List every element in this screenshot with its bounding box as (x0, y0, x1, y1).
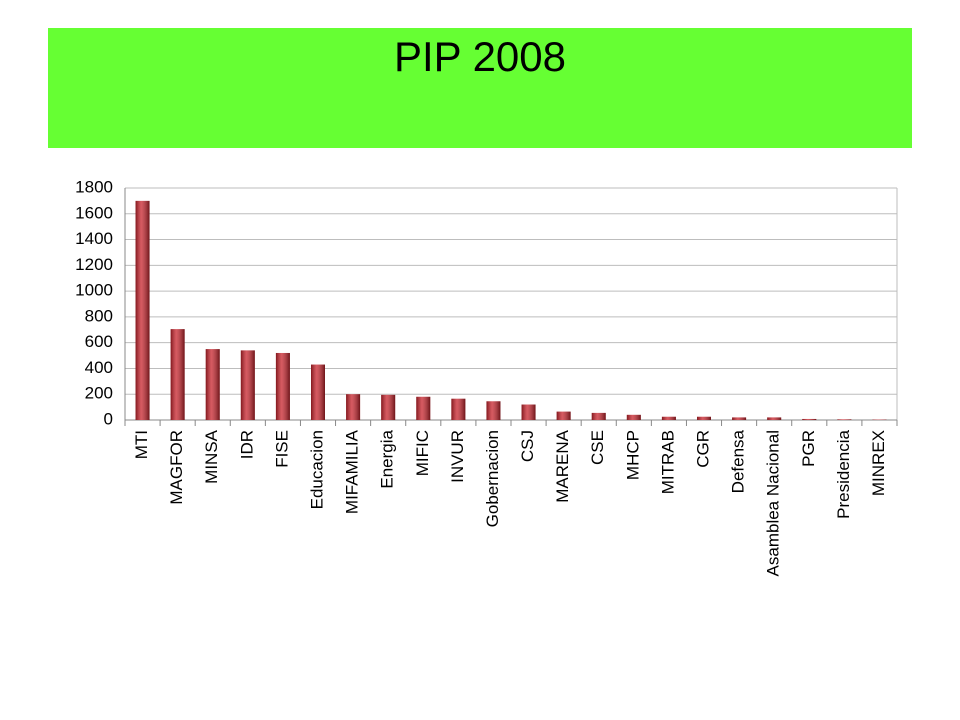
x-tick-label: MIFIC (413, 430, 432, 476)
x-tick-label: CGR (693, 430, 712, 468)
y-tick-label: 600 (85, 332, 113, 351)
x-tick-label: IDR (237, 430, 256, 459)
bar-shade (205, 349, 220, 420)
bar-shade (381, 394, 396, 420)
bar-shade (311, 364, 325, 420)
y-tick-label: 400 (85, 358, 113, 377)
x-tick-label: Defensa (729, 429, 748, 493)
bar-shade (486, 401, 501, 420)
y-tick-label: 1200 (75, 255, 113, 274)
x-tick-label: Educacion (307, 430, 326, 509)
x-tick-label: CSJ (518, 430, 537, 462)
bar-shade (135, 200, 150, 420)
bar-shade (802, 418, 817, 420)
bar-shade (591, 412, 606, 420)
bar-shade (451, 398, 466, 420)
y-tick-label: 200 (85, 384, 113, 403)
x-tick-label: MINREX (869, 430, 888, 496)
x-tick-label: INVUR (448, 430, 467, 483)
bar-shade (697, 416, 711, 420)
y-tick-label: 1400 (75, 229, 113, 248)
x-tick-label: MHCP (623, 430, 642, 480)
y-tick-label: 0 (104, 409, 113, 428)
bar-shade (556, 411, 571, 420)
x-tick-label: Gobernacion (483, 430, 502, 527)
y-tick-label: 800 (85, 306, 113, 325)
x-tick-label: PGR (799, 430, 818, 467)
x-tick-label: CSE (588, 430, 607, 465)
x-tick-label: FISE (272, 430, 291, 468)
x-tick-label: MIFAMILIA (343, 429, 362, 514)
bar-shade (521, 404, 536, 420)
x-tick-label: MTI (132, 430, 151, 459)
bar-shade (240, 350, 255, 420)
bar-shade (275, 352, 290, 420)
bar-shade (170, 329, 185, 420)
title-banner (48, 28, 912, 148)
y-tick-label: 1800 (75, 177, 113, 196)
bar-shade (416, 396, 431, 420)
x-tick-label: MAGFOR (167, 430, 186, 505)
x-tick-label: MITRAB (658, 430, 677, 494)
bar-shade (346, 394, 361, 420)
y-tick-label: 1600 (75, 203, 113, 222)
x-tick-label: Energia (378, 429, 397, 488)
x-tick-label: MINSA (202, 429, 221, 484)
bar-shade (767, 417, 782, 420)
bar-shade (626, 414, 641, 420)
y-tick-label: 1000 (75, 281, 113, 300)
bar-shade (837, 419, 852, 420)
x-tick-label: Asamblea Nacional (764, 430, 783, 576)
x-tick-label: Presidencia (834, 429, 853, 518)
bar-shade (661, 416, 676, 420)
x-tick-label: MARENA (553, 429, 572, 502)
chart-title: PIP 2008 (394, 33, 566, 80)
bar-shade (732, 417, 747, 420)
